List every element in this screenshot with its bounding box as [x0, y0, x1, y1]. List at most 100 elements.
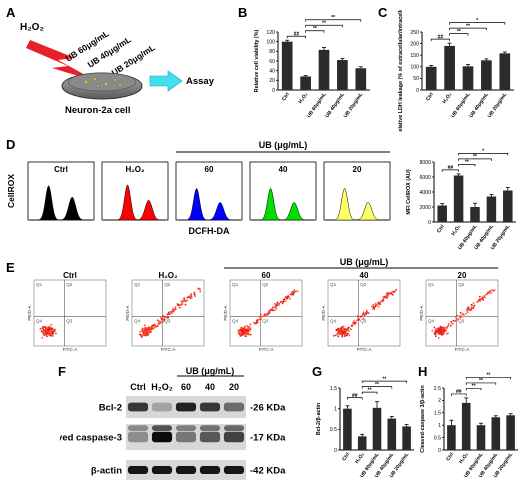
y-tick-label: 50 [413, 76, 419, 82]
blot-band [175, 466, 197, 474]
quadrant-label: Q3 [262, 318, 269, 323]
y-tick-label: 100 [266, 39, 275, 45]
sig-bracket [305, 19, 362, 22]
scatter-dot [189, 297, 192, 300]
bar [491, 417, 501, 450]
scatter-dot [150, 328, 153, 331]
scatter-y-axis: PE/D-A [419, 304, 424, 320]
scatter-dot [284, 300, 287, 302]
scatter-dot [265, 313, 268, 316]
ub-header: UB (μg/mL) [340, 258, 389, 267]
sig-bracket [449, 27, 487, 31]
scatter-dot [273, 309, 276, 312]
scatter-dot [272, 309, 274, 311]
scatter-dot [342, 332, 344, 335]
scatter-dot [141, 327, 144, 330]
scatter-dot [139, 330, 142, 333]
sig-label: ## [294, 31, 300, 37]
scatter-dot [447, 323, 450, 326]
scatter-dot [441, 332, 444, 335]
scatter-dot [467, 306, 470, 309]
scatter-dot [482, 298, 485, 301]
panel-letter-g: G [312, 364, 323, 379]
flow-scatter: UB (μg/mL) Ctrl Q1 Q2 Q3 Q4 FITC-A PE/D-A H₂O₂ Q1… [27, 258, 499, 352]
x-tick-label: H₂O₂ [354, 452, 366, 465]
scatter-dot [463, 315, 465, 317]
bar [461, 402, 471, 450]
scatter-dot [476, 301, 479, 303]
sig-bracket [458, 153, 509, 156]
scatter-dot [332, 334, 335, 337]
scatter-dot [46, 327, 49, 329]
scatter-dot [457, 318, 460, 320]
quadrant-label: Q3 [66, 318, 73, 323]
y-tick-label: 80 [269, 49, 275, 55]
scatter-dot [350, 324, 353, 327]
scatter-dot [44, 326, 46, 329]
quadrant-label: Q1 [428, 282, 435, 287]
arrow-icon [149, 70, 183, 92]
sig-bracket [458, 158, 492, 161]
cell-label: Neuron-2a cell [65, 105, 130, 116]
scatter-dot [490, 289, 493, 291]
scatter-x-axis: FITC-A [357, 347, 373, 352]
quadrant-label: Q2 [164, 282, 171, 287]
scatter-y-axis: PE/D-A [321, 304, 326, 320]
blot-band [151, 402, 173, 412]
y-tick-label: 150 [410, 53, 419, 59]
sig-label: ## [438, 34, 444, 40]
scatter-dot [446, 327, 448, 329]
scatter-dot [199, 290, 202, 293]
scatter-x-axis: FITC-A [259, 347, 275, 352]
scatter-dot [434, 331, 437, 333]
bar [318, 49, 330, 90]
sig-bracket [449, 22, 506, 25]
scatter-dot [492, 290, 495, 292]
blot-band [127, 431, 149, 443]
scatter-dot [158, 322, 160, 324]
scatter-dot [334, 334, 337, 337]
y-tick-label: 120 [266, 30, 275, 36]
bar [486, 196, 497, 222]
quadrant-label: Q4 [428, 318, 435, 323]
scatter-dot [283, 298, 286, 301]
scatter-dot [372, 307, 374, 310]
sig-bracket [286, 35, 306, 39]
blot-band [199, 402, 221, 412]
x-tick-label: Ctrl [445, 451, 455, 462]
scatter-dot [447, 325, 450, 327]
histogram-frame [101, 161, 169, 221]
quadrant-label: Q3 [458, 318, 465, 323]
blot-band [175, 431, 197, 443]
scatter-dot [270, 309, 273, 311]
scatter-x-axis: FITC-A [63, 347, 79, 352]
scatter-dot [437, 337, 440, 339]
blot-band [127, 402, 149, 412]
scatter-dot [182, 298, 185, 300]
bar [437, 205, 447, 222]
scatter-dot [149, 330, 152, 333]
bar [462, 66, 474, 90]
scatter-dot [139, 333, 141, 336]
y-tick-label: 1.5 [434, 411, 441, 417]
sig-bracket [305, 30, 325, 33]
x-tick-label: H₂O₂ [450, 224, 462, 237]
scatter-dot [466, 311, 469, 314]
scatter-dot [434, 328, 437, 331]
x-tick-label: UB 20μg/mL [487, 92, 509, 119]
scatter-dot [167, 311, 170, 314]
sig-label: ** [472, 384, 476, 390]
sig-label: ** [368, 387, 372, 393]
histogram-panel: Ctrl [27, 161, 95, 221]
bar [281, 41, 293, 90]
chart-h: 0 0.5 1 1.5 2 2.5 Cleaved-caspase 3/β-actin Ctr… [420, 373, 518, 479]
scatter-dot [182, 300, 185, 302]
x-tick-label: Ctrl [341, 451, 351, 462]
scatter-dot [437, 330, 439, 333]
scatter-dot [478, 295, 481, 298]
scatter-dot [190, 294, 193, 296]
scatter-dot [442, 327, 445, 329]
scatter-dot [449, 324, 452, 327]
sig-bracket [305, 24, 343, 28]
